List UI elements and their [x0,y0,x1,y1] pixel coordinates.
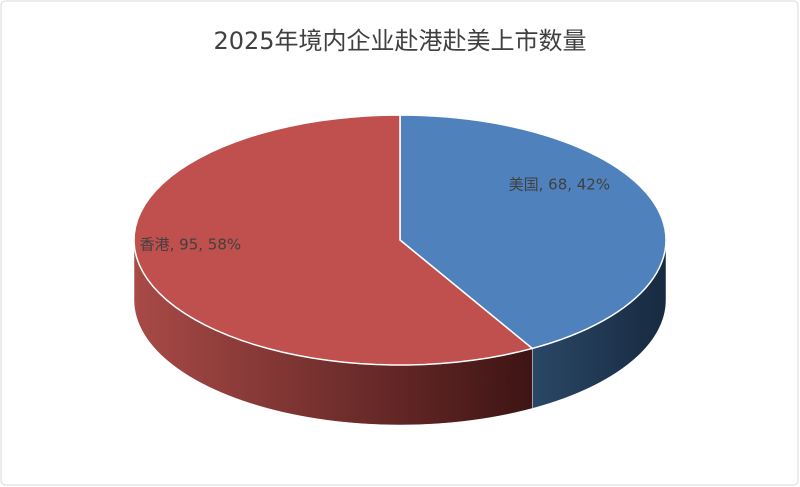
pie-slice [399,114,667,350]
pie-slice [133,114,534,366]
chart-title: 2025年境内企业赴港赴美上市数量 [213,27,586,55]
data-label: 美国, 68, 42% [509,176,611,194]
data-label: 香港, 95, 58% [140,236,242,254]
